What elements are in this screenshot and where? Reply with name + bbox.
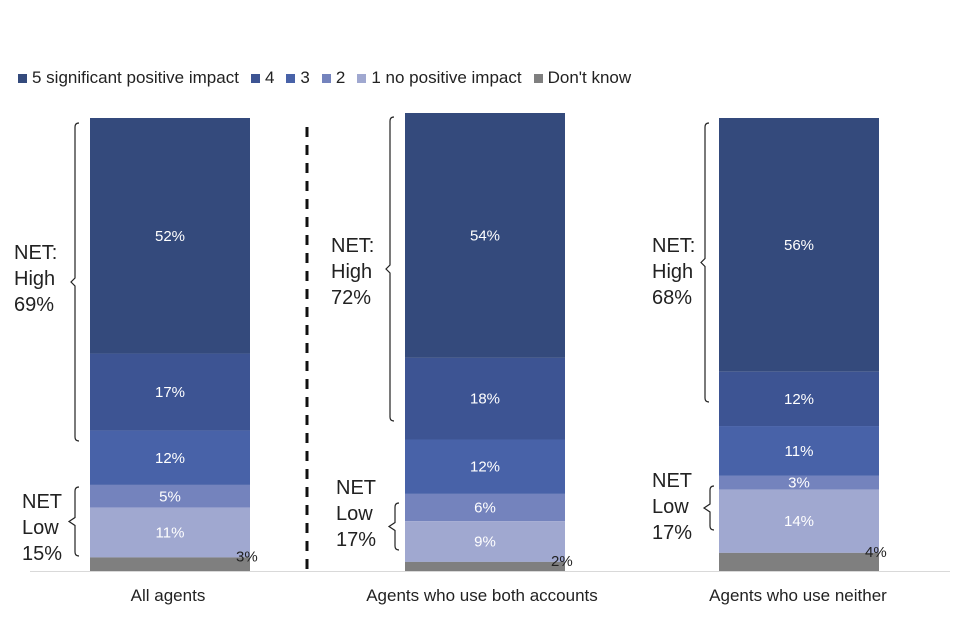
legend-label: 4	[264, 68, 275, 87]
data-label: 6%	[474, 500, 496, 517]
bar-segment	[90, 507, 250, 558]
bar-segment	[90, 430, 250, 485]
bar-segment	[405, 521, 565, 562]
data-label: 11%	[156, 524, 185, 541]
bar-segment	[405, 439, 565, 494]
net-low-value: 17%	[336, 529, 376, 551]
category-label: Agents who use both accounts	[366, 586, 598, 605]
net-high-bracket	[70, 122, 80, 442]
legend-swatch	[286, 73, 296, 83]
bar-segment	[90, 118, 250, 354]
net-low-label: NET	[336, 477, 376, 499]
net-low-label: Low	[22, 517, 59, 539]
bar-segment	[90, 484, 250, 508]
net-low-label: NET	[22, 491, 62, 513]
net-high-label: NET:	[331, 235, 374, 257]
legend-swatch	[533, 73, 543, 83]
data-label: 18%	[470, 391, 500, 408]
legend-label: 3	[300, 68, 310, 87]
net-low-label: Low	[652, 496, 689, 518]
data-label: 56%	[784, 237, 814, 254]
net-low-label: Low	[336, 503, 373, 525]
data-label: 17%	[155, 384, 185, 401]
bar-segment	[719, 118, 879, 372]
net-low-bracket	[702, 485, 715, 531]
data-label: 12%	[155, 450, 185, 467]
legend-item: Don't know	[533, 68, 632, 88]
net-high-value: 68%	[652, 287, 692, 309]
category-label: All agents	[131, 586, 206, 605]
data-label: 12%	[784, 391, 814, 408]
net-high-label: High	[652, 261, 693, 283]
legend-label: 2	[335, 68, 346, 87]
legend-label: 1 no positive impact	[371, 68, 522, 87]
legend: 5 significant positive impact 4 3 2 1 no pos…	[18, 68, 631, 88]
net-low-label: NET	[652, 470, 692, 492]
data-label: 52%	[155, 228, 185, 245]
net-high-label: NET:	[14, 242, 57, 264]
data-label: 5%	[159, 488, 181, 505]
net-high-label: High	[14, 268, 55, 290]
bar-segment	[719, 552, 879, 571]
legend-item: 4	[250, 68, 275, 88]
bar-segment	[719, 371, 879, 427]
bar-segment	[405, 113, 565, 358]
legend-item: 2	[321, 68, 346, 88]
net-high-label: NET:	[652, 235, 695, 257]
data-label-dont-know: 2%	[551, 553, 573, 570]
legend-swatch	[250, 73, 260, 83]
legend-item: 3	[286, 68, 310, 88]
bar-segment	[90, 353, 250, 431]
net-high-value: 72%	[331, 287, 371, 309]
net-low-value: 15%	[22, 543, 62, 565]
net-high-value: 69%	[14, 294, 54, 316]
data-label-dont-know: 4%	[865, 544, 887, 561]
data-label: 9%	[474, 534, 496, 551]
data-label-dont-know: 3%	[236, 548, 258, 565]
data-label: 54%	[470, 227, 500, 244]
bar-segment	[405, 357, 565, 440]
bar-segment	[405, 493, 565, 522]
data-label: 11%	[785, 443, 814, 460]
net-low-value: 17%	[652, 522, 692, 544]
legend-label: Don't know	[547, 68, 632, 87]
bar-segment	[719, 475, 879, 490]
bar-segment	[719, 426, 879, 476]
legend-item: 5 significant positive impact	[18, 68, 239, 88]
legend-swatch	[18, 73, 27, 83]
net-high-label: High	[331, 261, 372, 283]
data-label: 12%	[470, 459, 500, 476]
category-label: Agents who use neither	[709, 586, 887, 605]
bar-segment	[719, 489, 879, 553]
net-low-bracket	[67, 486, 80, 557]
net-low-bracket	[387, 502, 400, 551]
legend-swatch	[357, 73, 367, 83]
legend-label: 5 significant positive impact	[32, 68, 239, 87]
legend-swatch	[321, 73, 331, 83]
data-label: 3%	[788, 475, 810, 492]
data-label: 14%	[784, 513, 814, 530]
bar-segment	[405, 561, 565, 571]
net-high-bracket	[385, 116, 395, 422]
bar-segment	[90, 557, 250, 571]
legend-item: 1 no positive impact	[357, 68, 522, 88]
net-high-bracket	[700, 122, 710, 403]
